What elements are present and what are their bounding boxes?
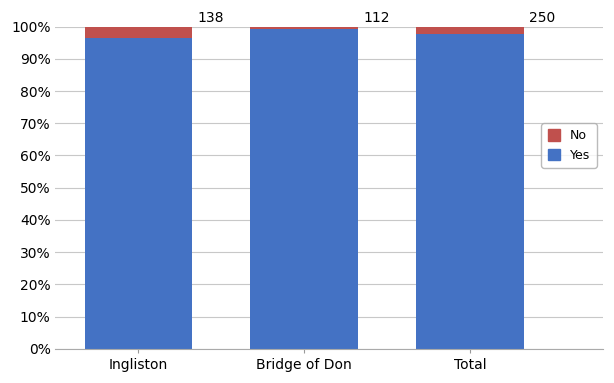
Bar xyxy=(416,34,524,349)
Bar xyxy=(251,29,358,349)
Bar xyxy=(85,38,192,349)
Bar xyxy=(85,26,192,38)
Bar xyxy=(251,26,358,29)
Text: 138: 138 xyxy=(197,11,223,25)
Legend: No, Yes: No, Yes xyxy=(542,123,597,168)
Text: 250: 250 xyxy=(529,11,555,25)
Bar xyxy=(416,26,524,34)
Text: 112: 112 xyxy=(363,11,390,25)
